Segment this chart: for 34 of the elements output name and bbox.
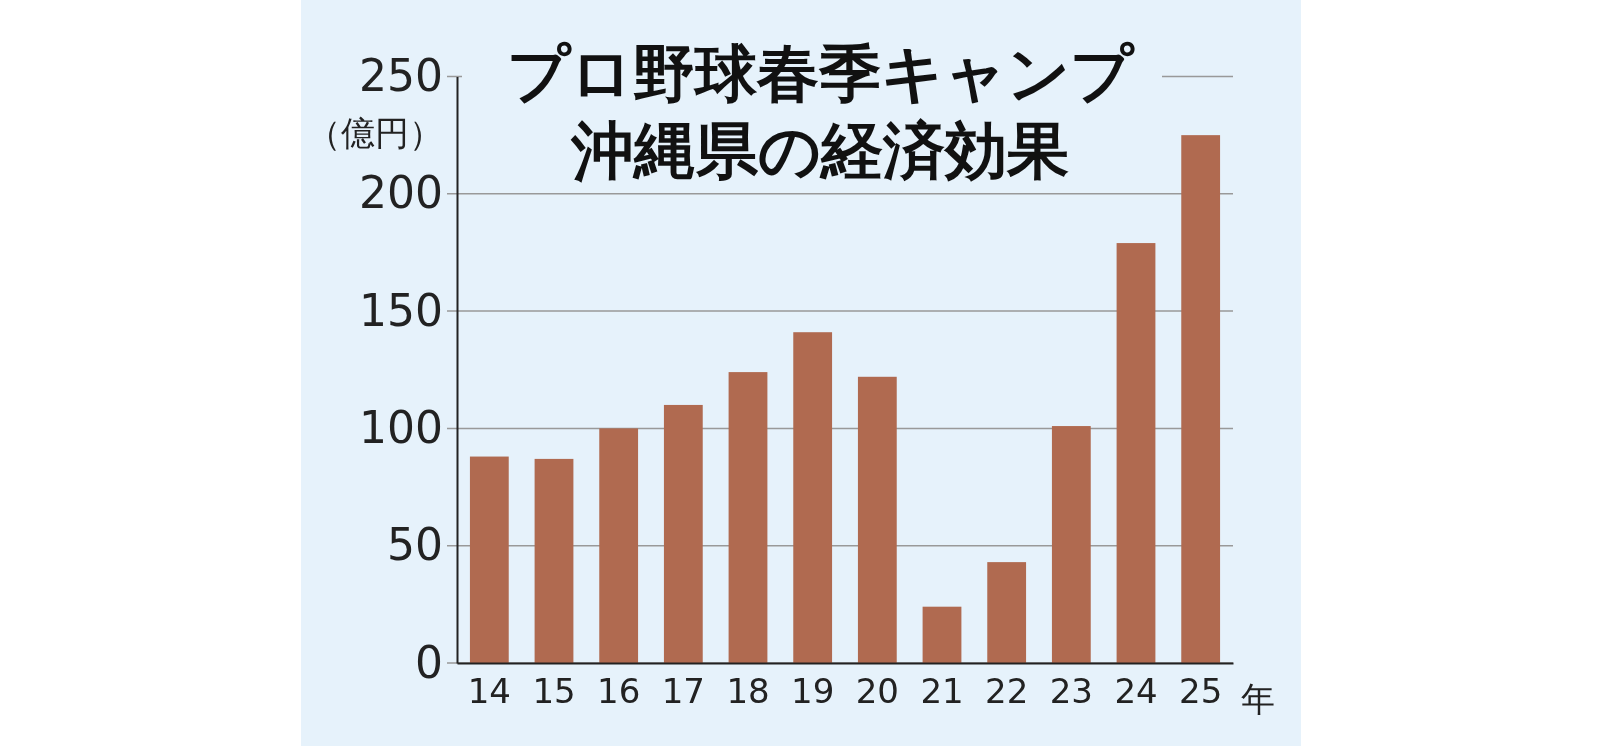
bar — [1051, 426, 1091, 663]
x-tick-label: 19 — [791, 671, 835, 712]
bar — [728, 372, 768, 663]
x-tick-label: 20 — [855, 671, 899, 712]
text: 沖縄県の経済効果 — [569, 114, 1069, 187]
x-tick-label: 22 — [985, 671, 1029, 712]
x-tick-label: 18 — [726, 671, 770, 712]
x-tick-label: 21 — [920, 671, 964, 712]
chart-title: プロ野球春季キャンプ — [507, 37, 1135, 110]
y-tick-label: 100 — [359, 401, 443, 453]
x-tick-label: 23 — [1049, 671, 1093, 712]
bar — [534, 458, 574, 663]
x-tick-label: 25 — [1179, 671, 1223, 712]
bar — [1116, 243, 1156, 663]
bar — [469, 456, 509, 663]
y-tick-label: 150 — [359, 284, 443, 336]
y-axis-title: （億円） — [307, 113, 443, 153]
bar — [599, 428, 639, 663]
bar — [922, 606, 962, 663]
x-tick-label: 15 — [532, 671, 576, 712]
bar — [987, 562, 1027, 663]
y-tick-label: 250 — [359, 50, 443, 102]
x-tick-label: 17 — [661, 671, 705, 712]
bar — [663, 404, 703, 663]
y-tick-label: 0 — [415, 636, 443, 688]
y-tick-label: 50 — [387, 519, 443, 571]
x-tick-label: 14 — [467, 671, 511, 712]
y-tick-label: 200 — [359, 167, 443, 219]
bar — [857, 376, 897, 663]
bar — [793, 332, 833, 663]
x-tick-label: 24 — [1114, 671, 1158, 712]
x-tick-label: 16 — [597, 671, 641, 712]
bar — [1181, 135, 1221, 663]
x-axis-title: 年 — [1241, 679, 1275, 719]
